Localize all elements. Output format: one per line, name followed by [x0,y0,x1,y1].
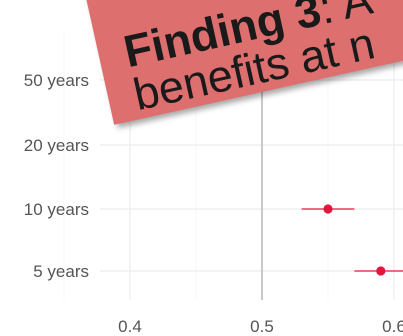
y-tick-label: 10 years [24,200,89,219]
x-axis-labels: 0.4 0.5 0.6 [118,317,403,336]
y-tick-label: 20 years [24,136,89,155]
data-point [376,266,386,276]
data-point [323,204,333,214]
x-tick-label: 0.4 [118,317,142,336]
y-tick-label: 5 years [33,262,89,281]
x-tick-label: 0.5 [250,317,274,336]
data-points [301,204,403,276]
y-tick-label: 50 years [24,71,89,90]
x-tick-label: 0.6 [382,317,403,336]
y-axis-labels: 5 years 10 years 20 years 50 years [24,71,89,281]
